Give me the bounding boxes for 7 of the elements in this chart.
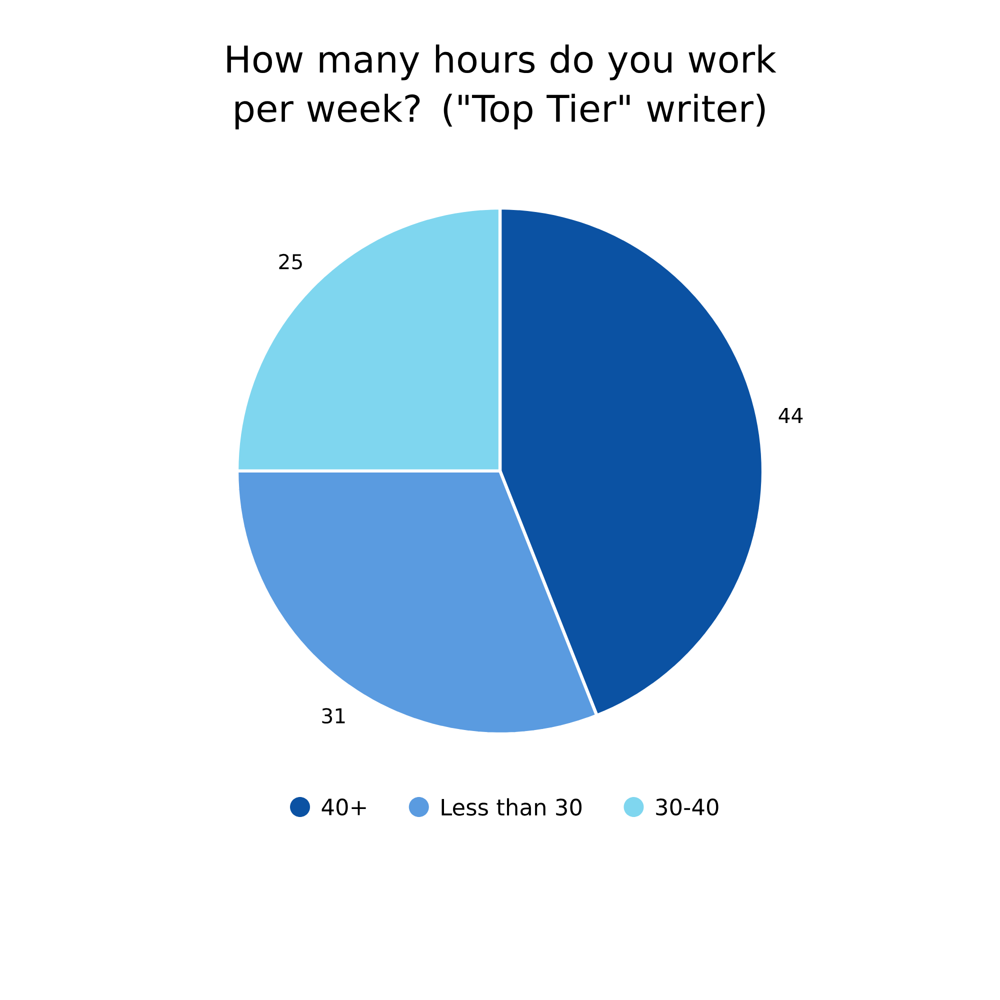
data-label: 44: [778, 408, 803, 423]
legend-label: Less than 30: [442, 798, 582, 816]
chart-title: How many hours do you work per week? ("Top Tier" writer): [227, 44, 776, 130]
legend-label: 40+: [322, 798, 366, 816]
legend-label: 30-40: [656, 798, 718, 816]
data-label: 25: [279, 254, 302, 270]
data-label: 31: [322, 708, 345, 724]
